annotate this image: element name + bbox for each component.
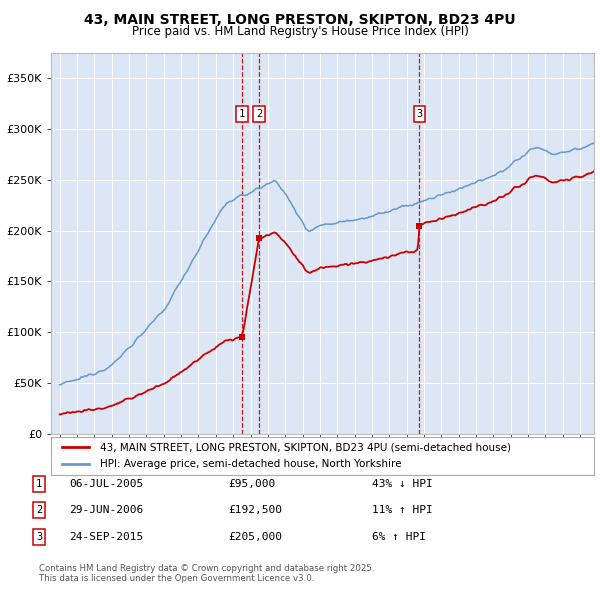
Text: £95,000: £95,000 [228, 479, 275, 489]
Text: 6% ↑ HPI: 6% ↑ HPI [372, 532, 426, 542]
Text: 3: 3 [36, 532, 42, 542]
Text: 43% ↓ HPI: 43% ↓ HPI [372, 479, 433, 489]
Text: 29-JUN-2006: 29-JUN-2006 [69, 506, 143, 515]
Text: 24-SEP-2015: 24-SEP-2015 [69, 532, 143, 542]
Text: 1: 1 [36, 479, 42, 489]
Text: 11% ↑ HPI: 11% ↑ HPI [372, 506, 433, 515]
Text: HPI: Average price, semi-detached house, North Yorkshire: HPI: Average price, semi-detached house,… [100, 459, 401, 469]
Text: 43, MAIN STREET, LONG PRESTON, SKIPTON, BD23 4PU (semi-detached house): 43, MAIN STREET, LONG PRESTON, SKIPTON, … [100, 442, 511, 453]
Text: £192,500: £192,500 [228, 506, 282, 515]
Text: 06-JUL-2005: 06-JUL-2005 [69, 479, 143, 489]
Text: 2: 2 [36, 506, 42, 515]
Text: 43, MAIN STREET, LONG PRESTON, SKIPTON, BD23 4PU: 43, MAIN STREET, LONG PRESTON, SKIPTON, … [84, 13, 516, 27]
Text: 3: 3 [416, 109, 422, 119]
Text: 2: 2 [256, 109, 262, 119]
Text: 1: 1 [239, 109, 245, 119]
Text: £205,000: £205,000 [228, 532, 282, 542]
Text: Price paid vs. HM Land Registry's House Price Index (HPI): Price paid vs. HM Land Registry's House … [131, 25, 469, 38]
Text: Contains HM Land Registry data © Crown copyright and database right 2025.
This d: Contains HM Land Registry data © Crown c… [39, 563, 374, 583]
